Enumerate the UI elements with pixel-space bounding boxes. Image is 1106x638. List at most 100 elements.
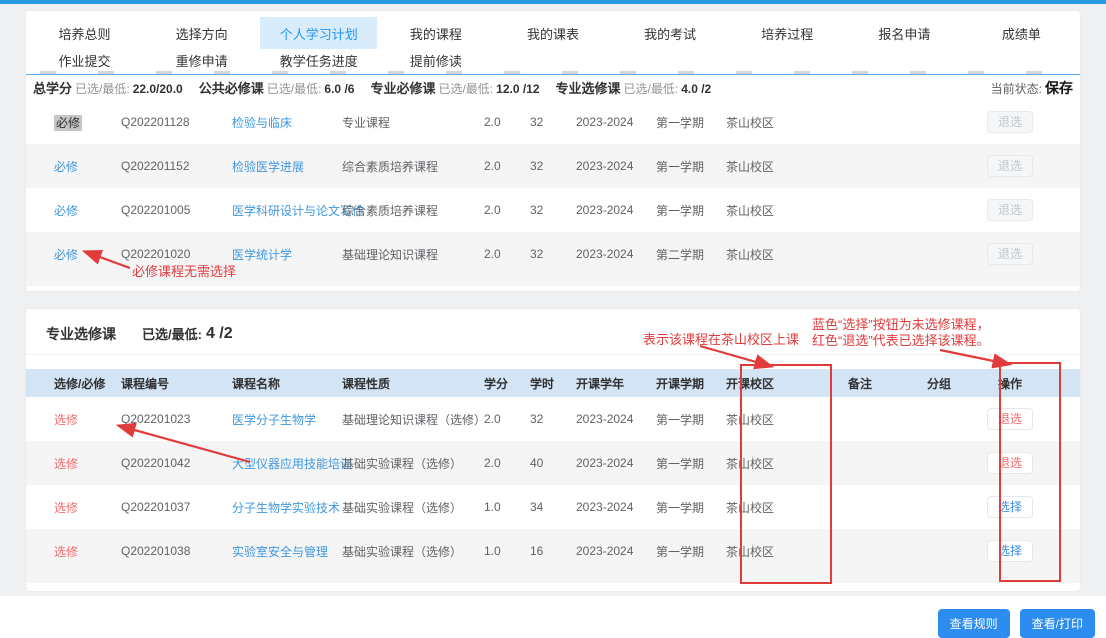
- cell-campus: 茶山校区: [726, 115, 775, 130]
- tab-homework-submit[interactable]: 作业提交: [58, 53, 111, 69]
- cell-credit: 2.0: [484, 247, 501, 261]
- cell-credit: 2.0: [484, 203, 501, 217]
- tab-my-exams[interactable]: 我的考试: [644, 26, 697, 42]
- summary-major-required: 专业必修课 已选/最低: 12.0 /12: [370, 78, 539, 97]
- cell-year: 2023-2024: [576, 115, 634, 129]
- view-print-button[interactable]: 查看/打印: [1019, 609, 1095, 638]
- cell-credit: 2.0: [484, 159, 501, 173]
- withdraw-button-disabled: 退选: [986, 155, 1033, 177]
- cell-hours: 34: [530, 500, 544, 514]
- cell-year: 2023-2024: [576, 500, 634, 514]
- cell-nature: 基础实验课程（选修）: [342, 544, 463, 559]
- tab-transcript[interactable]: 成绩单: [1001, 26, 1041, 42]
- view-rules-button[interactable]: 查看规则: [937, 609, 1010, 638]
- course-name-link[interactable]: 分子生物学实验技术: [232, 500, 341, 515]
- tab-registration[interactable]: 报名申请: [878, 26, 931, 42]
- header-year: 开课学年: [576, 376, 625, 391]
- tab-training-process[interactable]: 培养过程: [761, 26, 814, 42]
- required-course-row: 必修 Q202201005 医学科研设计与论文写作 综合素质培养课程 2.0 3…: [26, 188, 1080, 232]
- tab-personal-study-plan[interactable]: 个人学习计划: [260, 17, 378, 49]
- cell-nature: 基础理论知识课程（选修）: [342, 412, 487, 427]
- elective-course-row: 选修 Q202201037 分子生物学实验技术 基础实验课程（选修） 1.0 3…: [26, 485, 1080, 529]
- cell-name: 医学分子生物学: [226, 411, 334, 428]
- summary-public-required: 公共必修课 已选/最低: 6.0 /6: [199, 78, 355, 97]
- cell-term: 第一学期: [656, 544, 705, 559]
- course-type[interactable]: 选修: [54, 412, 79, 427]
- header-group: 分组: [926, 376, 951, 391]
- course-name-link[interactable]: 医学统计学: [232, 247, 293, 262]
- cell-code: Q202201037: [121, 500, 191, 514]
- withdraw-button[interactable]: 退选: [986, 408, 1033, 430]
- tab-choose-direction[interactable]: 选择方向: [175, 26, 228, 42]
- select-note-line2: 红色“退选”代表已选择该课程。: [812, 333, 990, 348]
- select-note-line1: 蓝色“选择”按钮为未选修课程，: [812, 317, 990, 332]
- course-type[interactable]: 选修: [54, 500, 79, 515]
- cell-code: Q202201023: [121, 412, 191, 426]
- cell-type: 必修: [26, 202, 116, 219]
- summary-sub: 已选/最低:: [266, 82, 322, 96]
- withdraw-button[interactable]: 退选: [986, 452, 1033, 474]
- tab-my-schedule[interactable]: 我的课表: [526, 26, 579, 42]
- course-type[interactable]: 选修: [54, 456, 79, 471]
- course-type[interactable]: 选修: [54, 544, 79, 559]
- select-button[interactable]: 选择: [986, 540, 1033, 562]
- cell-nature: 综合素质培养课程: [342, 159, 439, 174]
- course-name-link[interactable]: 检验与临床: [232, 115, 293, 130]
- tab-training-rules[interactable]: 培养总则: [58, 26, 111, 42]
- elective-course-row: 选修 Q202201038 实验室安全与管理 基础实验课程（选修） 1.0 16…: [26, 529, 1080, 573]
- tab-retake-apply[interactable]: 重修申请: [175, 53, 228, 69]
- cell-term: 第一学期: [656, 456, 705, 471]
- course-name-link[interactable]: 大型仪器应用技能培训: [232, 456, 353, 471]
- clipped-row-remnant: [26, 573, 1080, 583]
- cell-nature: 专业课程: [342, 115, 391, 130]
- course-type[interactable]: 必修: [54, 159, 79, 174]
- summary-value: 6.0 /6: [324, 82, 355, 96]
- summary-total-credits: 总学分 已选/最低: 22.0/20.0: [33, 78, 183, 97]
- cell-hours: 32: [530, 115, 544, 129]
- course-name-link[interactable]: 医学分子生物学: [232, 412, 317, 427]
- summary-sub: 已选/最低:: [438, 82, 494, 96]
- section-value: 4 /2: [205, 324, 233, 342]
- course-name-link[interactable]: 医学科研设计与论文写作: [232, 203, 365, 218]
- course-type[interactable]: 必修: [54, 247, 79, 262]
- cell-campus: 茶山校区: [726, 544, 775, 559]
- summary-label: 公共必修课: [198, 81, 264, 96]
- cell-type: 选修: [26, 499, 116, 516]
- cell-year: 2023-2024: [576, 203, 634, 217]
- tab-my-courses[interactable]: 我的课程: [409, 26, 462, 42]
- select-button[interactable]: 选择: [986, 496, 1033, 518]
- cell-term: 第一学期: [656, 203, 705, 218]
- cell-campus: 茶山校区: [726, 500, 775, 515]
- required-course-table: 必修 Q202201128 检验与临床 专业课程 2.0 32 2023-202…: [26, 100, 1080, 286]
- tab-teaching-progress[interactable]: 教学任务进度: [279, 53, 358, 69]
- summary-sub: 已选/最低:: [623, 82, 679, 96]
- credit-summary-bar: 总学分 已选/最低: 22.0/20.0 公共必修课 已选/最低: 6.0 /6 专业必…: [26, 74, 1080, 100]
- cell-hours: 32: [530, 159, 544, 173]
- cell-code: Q202201020: [121, 247, 191, 261]
- cell-nature: 基础实验课程（选修）: [342, 500, 463, 515]
- header-code: 课程编号: [121, 376, 170, 391]
- header-term: 开课学期: [656, 376, 705, 391]
- header-campus: 开课校区: [726, 376, 775, 391]
- tab-early-study[interactable]: 提前修读: [409, 53, 462, 69]
- cell-name: 实验室安全与管理: [226, 543, 334, 560]
- header-type: 选修/必修: [54, 376, 106, 391]
- cell-nature: 基础实验课程（选修）: [342, 456, 463, 471]
- header-action: 操作: [997, 376, 1022, 391]
- top-accent-bar: [0, 0, 1106, 4]
- current-status: 当前状态: 保存: [991, 78, 1073, 98]
- cell-hours: 40: [530, 456, 544, 470]
- elective-course-table: 选修 Q202201023 医学分子生物学 基础理论知识课程（选修） 2.0 3…: [26, 397, 1080, 583]
- cell-action: 退选: [968, 452, 1052, 474]
- cell-action: 选择: [968, 540, 1052, 562]
- cell-term: 第一学期: [656, 115, 705, 130]
- course-type[interactable]: 必修: [54, 203, 79, 218]
- cell-campus: 茶山校区: [726, 203, 775, 218]
- cell-year: 2023-2024: [576, 456, 634, 470]
- elective-section-header: 专业选修课 已选/最低: 4 /2: [26, 313, 1080, 355]
- course-type: 必修: [54, 114, 83, 131]
- course-name-link[interactable]: 实验室安全与管理: [232, 544, 329, 559]
- cell-credit: 2.0: [484, 412, 501, 426]
- course-name-link[interactable]: 检验医学进展: [232, 159, 305, 174]
- cell-nature: 综合素质培养课程: [342, 203, 439, 218]
